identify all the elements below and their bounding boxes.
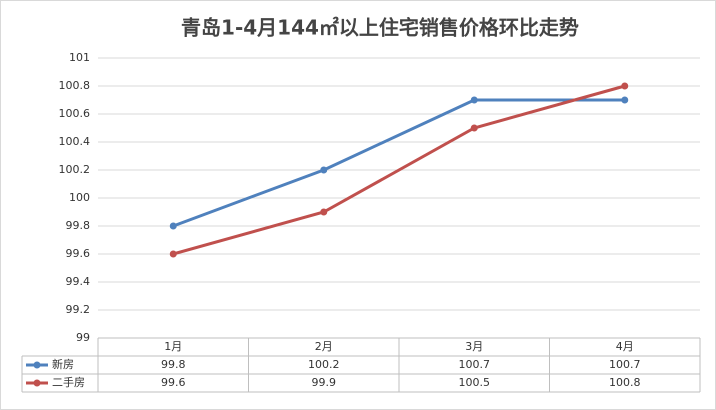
data-point	[169, 222, 177, 230]
table-value: 99.8	[161, 358, 186, 371]
y-tick-label: 99.4	[66, 275, 91, 288]
y-tick-label: 100.4	[59, 135, 91, 148]
data-point	[621, 96, 629, 104]
table-value: 100.5	[459, 376, 491, 389]
chart-title: 青岛1-4月144㎡以上住宅销售价格环比走势	[181, 16, 579, 40]
table-value: 100.7	[459, 358, 491, 371]
y-tick-label: 100.2	[59, 163, 91, 176]
y-tick-label: 99.2	[66, 303, 91, 316]
y-tick-label: 99	[76, 331, 90, 344]
legend-marker	[33, 379, 41, 387]
data-point	[169, 250, 177, 258]
x-tick-label: 1月	[164, 340, 182, 353]
table-value: 100.2	[308, 358, 340, 371]
y-tick-label: 101	[69, 51, 90, 64]
y-tick-label: 100.8	[59, 79, 91, 92]
table-value: 100.8	[609, 376, 641, 389]
y-tick-label: 99.8	[66, 219, 91, 232]
data-point	[621, 82, 629, 90]
x-tick-label: 2月	[315, 340, 333, 353]
data-point	[470, 96, 478, 104]
table-value: 100.7	[609, 358, 641, 371]
series-line	[172, 98, 625, 228]
data-point	[470, 124, 478, 132]
table-value: 99.9	[312, 376, 337, 389]
x-tick-label: 4月	[616, 340, 634, 353]
x-tick-label: 3月	[465, 340, 483, 353]
y-tick-label: 100.6	[59, 107, 91, 120]
series-line	[172, 84, 626, 256]
legend-label: 新房	[52, 357, 74, 371]
legend-label: 二手房	[52, 375, 85, 389]
data-point	[320, 208, 328, 216]
data-point	[320, 166, 328, 174]
table-value: 99.6	[161, 376, 186, 389]
y-tick-label: 99.6	[66, 247, 91, 260]
legend-marker	[33, 361, 41, 369]
y-tick-label: 100	[69, 191, 90, 204]
